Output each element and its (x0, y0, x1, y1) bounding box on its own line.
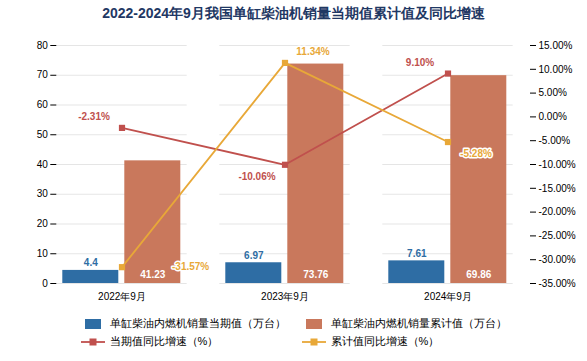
svg-text:4.4: 4.4 (84, 257, 98, 268)
svg-text:11.34%: 11.34% (296, 46, 329, 57)
svg-text:20: 20 (37, 218, 49, 229)
svg-text:-10.00%: -10.00% (539, 159, 576, 170)
html-text:单缸柴油内燃机销量当期值（万台）: 单缸柴油内燃机销量当期值（万台） (109, 317, 286, 329)
svg-text:15.00%: 15.00% (539, 40, 573, 51)
svg-text:7.61: 7.61 (407, 248, 427, 259)
svg-text:-30.00%: -30.00% (539, 254, 576, 265)
svg-text:2023年9月: 2023年9月 (261, 291, 309, 302)
html-text:单缸柴油内燃机销量累计值（万台）: 单缸柴油内燃机销量累计值（万台） (330, 317, 507, 329)
html-text:2022-2024年9月我国单缸柴油机销量当期值累计值及同比: 2022-2024年9月我国单缸柴油机销量当期值累计值及同比增速 (102, 5, 485, 21)
svg-text:-2.31%: -2.31% (78, 111, 110, 122)
svg-text:10: 10 (37, 248, 49, 259)
svg-text:73.76: 73.76 (303, 269, 328, 280)
svg-text:10.00%: 10.00% (539, 64, 573, 75)
svg-text:-25.00%: -25.00% (539, 230, 576, 241)
svg-text:2022年9月: 2022年9月 (98, 291, 146, 302)
html-text:累计值同比增速（%）: 累计值同比增速（%） (330, 335, 440, 347)
svg-text:-5.28%: -5.28% (460, 148, 492, 159)
svg-text:-10.06%: -10.06% (238, 171, 275, 182)
svg-text:-35.00%: -35.00% (539, 278, 576, 289)
svg-text:0.00%: 0.00% (539, 111, 567, 122)
svg-text:30: 30 (37, 188, 49, 199)
svg-text:69.86: 69.86 (466, 269, 491, 280)
svg-text:80: 80 (37, 40, 49, 51)
svg-text:50: 50 (37, 129, 49, 140)
svg-text:6.97: 6.97 (244, 250, 264, 261)
html-text:当期值同比增速（%）: 当期值同比增速（%） (109, 335, 219, 347)
svg-text:5.00%: 5.00% (539, 87, 567, 98)
svg-text:41.23: 41.23 (140, 269, 165, 280)
svg-text:-31.57%: -31.57% (172, 261, 209, 272)
svg-text:2024年9月: 2024年9月 (424, 291, 472, 302)
svg-text:0: 0 (42, 278, 48, 289)
svg-text:40: 40 (37, 159, 49, 170)
svg-text:9.10%: 9.10% (406, 57, 434, 68)
svg-text:-20.00%: -20.00% (539, 206, 576, 217)
svg-text:60: 60 (37, 99, 49, 110)
svg-text:70: 70 (37, 69, 49, 80)
svg-text:-15.00%: -15.00% (539, 183, 576, 194)
svg-text:-5.00%: -5.00% (539, 135, 571, 146)
